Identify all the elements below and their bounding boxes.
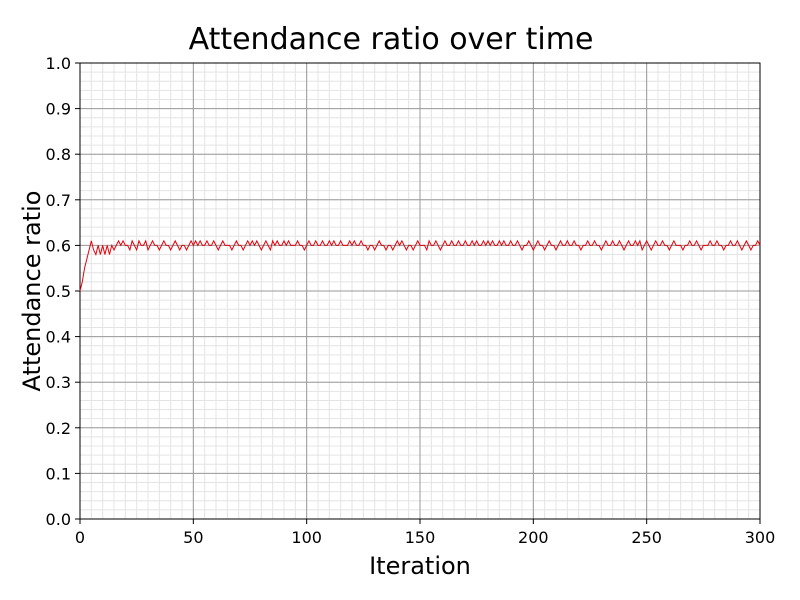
x-tick-label: 200: [518, 528, 549, 547]
y-axis-ticks: 0.0 0.1 0.2 0.3 0.4 0.5 0.6 0.7 0.8 0.9 1.0: [46, 54, 80, 529]
y-tick-label: 0.1: [46, 464, 71, 483]
x-tick-label: 150: [405, 528, 436, 547]
y-tick-label: 1.0: [46, 54, 71, 73]
chart-title: Attendance ratio over time: [189, 22, 594, 57]
y-tick-label: 0.4: [46, 328, 71, 347]
y-tick-label: 0.6: [46, 236, 71, 255]
y-tick-label: 0.5: [46, 282, 71, 301]
x-axis-label: Iteration: [369, 552, 471, 580]
x-axis-ticks: 0 50 100 150 200 250 300: [75, 519, 775, 547]
y-tick-label: 0.8: [46, 145, 71, 164]
y-axis-label: Attendance ratio: [18, 191, 46, 392]
y-tick-label: 0.7: [46, 191, 71, 210]
x-tick-label: 50: [183, 528, 203, 547]
y-tick-label: 0.2: [46, 419, 71, 438]
x-tick-label: 0: [75, 528, 85, 547]
y-tick-label: 0.3: [46, 373, 71, 392]
x-tick-label: 100: [291, 528, 322, 547]
y-tick-label: 0.0: [46, 510, 71, 529]
x-tick-label: 250: [631, 528, 662, 547]
series-line: [79, 239, 761, 292]
x-tick-label: 300: [745, 528, 776, 547]
y-tick-label: 0.9: [46, 100, 71, 119]
